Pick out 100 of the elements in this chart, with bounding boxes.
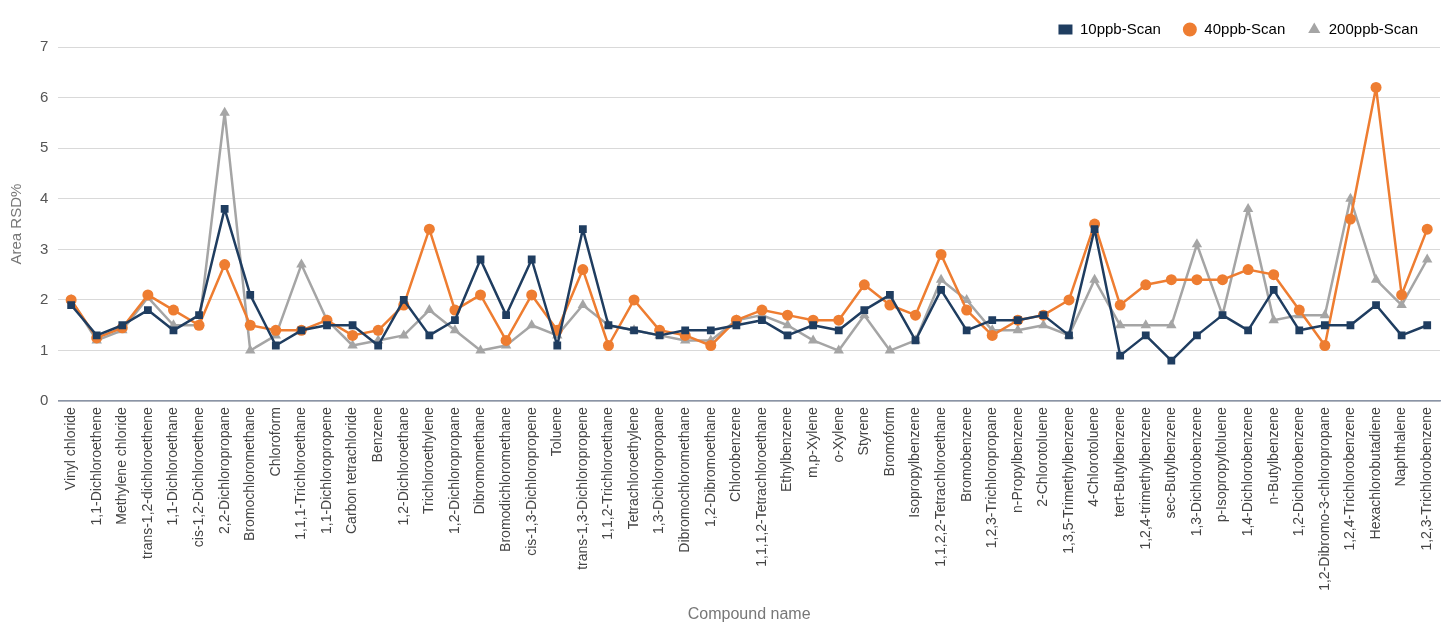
y-tick-label: 1 [40, 340, 49, 358]
point [169, 326, 178, 335]
x-tick-label: 1,2-Dichlorobenzene [1290, 406, 1307, 537]
x-tick-label: Chlorobenzene [727, 406, 744, 503]
point [527, 255, 536, 264]
point [1319, 309, 1331, 319]
point [1141, 331, 1150, 340]
point [935, 248, 947, 260]
x-tick-label: m,p-Xylene [804, 406, 820, 478]
point [1372, 301, 1380, 309]
point [475, 289, 487, 301]
point [1370, 81, 1382, 93]
point [758, 316, 766, 325]
x-tick-label: 2,2-Dichloropropane [215, 406, 232, 535]
point [602, 340, 614, 351]
x-tick-label: 1,2,3-Trichloropropane [983, 406, 1000, 549]
point [1140, 319, 1151, 329]
x-tick-label: 1,1,1-Trichloroethane [292, 406, 309, 540]
x-tick-label: cis-1,3-Dichloropropene [522, 406, 539, 556]
point [423, 223, 435, 235]
point [1269, 285, 1278, 294]
x-tick-label: tert-Butylbenzene [1111, 406, 1128, 517]
x-tick-label: n-Butylbenzene [1264, 406, 1281, 505]
point [909, 309, 921, 321]
x-tick-label: o-Xylene [829, 406, 846, 463]
point [809, 321, 818, 330]
point [425, 331, 434, 340]
x-tick-label: Tetrachloroethylene [624, 406, 641, 530]
point [1191, 274, 1203, 286]
point [578, 225, 587, 234]
point [270, 324, 282, 336]
point [244, 319, 256, 331]
point [986, 329, 998, 341]
point [1423, 321, 1432, 330]
point [271, 341, 280, 350]
point [449, 324, 461, 334]
point [1089, 273, 1100, 283]
x-tick-label: Benzene [369, 406, 386, 463]
x-tick-label: Styrene [855, 406, 872, 456]
point [1217, 274, 1229, 286]
point [1370, 273, 1382, 283]
x-tick-label: Hexachlorobutadiene [1366, 406, 1383, 540]
point [1193, 331, 1201, 340]
point [1320, 321, 1329, 330]
point [988, 316, 997, 325]
x-tick-label: 1,1,2-Trichloroethane [599, 406, 616, 540]
x-tick-label: 1,2-Dichloroethane [394, 406, 411, 526]
point [756, 304, 768, 316]
point [220, 205, 229, 213]
point [884, 344, 896, 354]
x-tick-label: Methylene chloride [113, 406, 130, 525]
point [92, 331, 101, 340]
point [1421, 223, 1433, 235]
x-tick-label: Toluene [548, 406, 565, 457]
point [1166, 319, 1177, 329]
point [348, 321, 357, 330]
x-tick-label: 1,2,4-Trichlorobenzene [1341, 406, 1358, 551]
point [833, 314, 845, 326]
point [374, 341, 383, 350]
point [502, 311, 510, 320]
point [858, 279, 870, 291]
x-tick-label: trans-1,2-dichloroethene [138, 406, 155, 559]
point [732, 321, 741, 330]
x-tick-label: 1,3,5-Trimethylbenzene [1059, 406, 1076, 554]
point [1242, 202, 1254, 212]
x-tick-label: 1,1-Dichloroethene [87, 406, 104, 526]
x-tick-label: Dibromomethane [471, 406, 488, 515]
point [219, 106, 230, 116]
x-tick-label: Naphthalene [1392, 406, 1409, 487]
x-tick-label: Carbon tetrachloride [343, 406, 360, 535]
point [399, 296, 408, 304]
y-tick-label: 6 [40, 87, 49, 105]
point [1242, 264, 1254, 276]
y-tick-label: 5 [40, 138, 49, 156]
x-tick-label: Vinyl chloride [61, 406, 78, 491]
legend-label: 200ppb-Scan [1328, 19, 1419, 37]
point [424, 304, 435, 314]
y-tick-label: 3 [40, 239, 49, 257]
point [1344, 213, 1356, 225]
x-tick-label: Ethylbenzene [778, 406, 795, 492]
point [1268, 269, 1280, 281]
point [1295, 326, 1304, 335]
point [1090, 225, 1099, 234]
point [500, 334, 512, 346]
x-tick-label: Trichloroethylene [420, 406, 437, 515]
x-axis-title: Compound name [687, 604, 811, 622]
x-tick-label: p-Isopropyltoluene [1213, 406, 1230, 523]
point [782, 309, 794, 321]
x-tick-label: trans-1,3-Dichloropropene [573, 406, 590, 570]
x-tick-label: 1,2-Dibromoethane [701, 406, 718, 528]
point [706, 326, 715, 335]
point [1063, 294, 1075, 306]
y-tick-label: 7 [40, 37, 49, 55]
point [1396, 299, 1407, 309]
x-tick-label: 1,1-Dichloroethane [164, 406, 181, 526]
legend-label: 10ppb-Scan [1079, 19, 1161, 37]
point [1268, 314, 1279, 324]
point [296, 258, 307, 268]
x-tick-label: Bromochloromethane [241, 406, 258, 542]
point [961, 304, 973, 316]
